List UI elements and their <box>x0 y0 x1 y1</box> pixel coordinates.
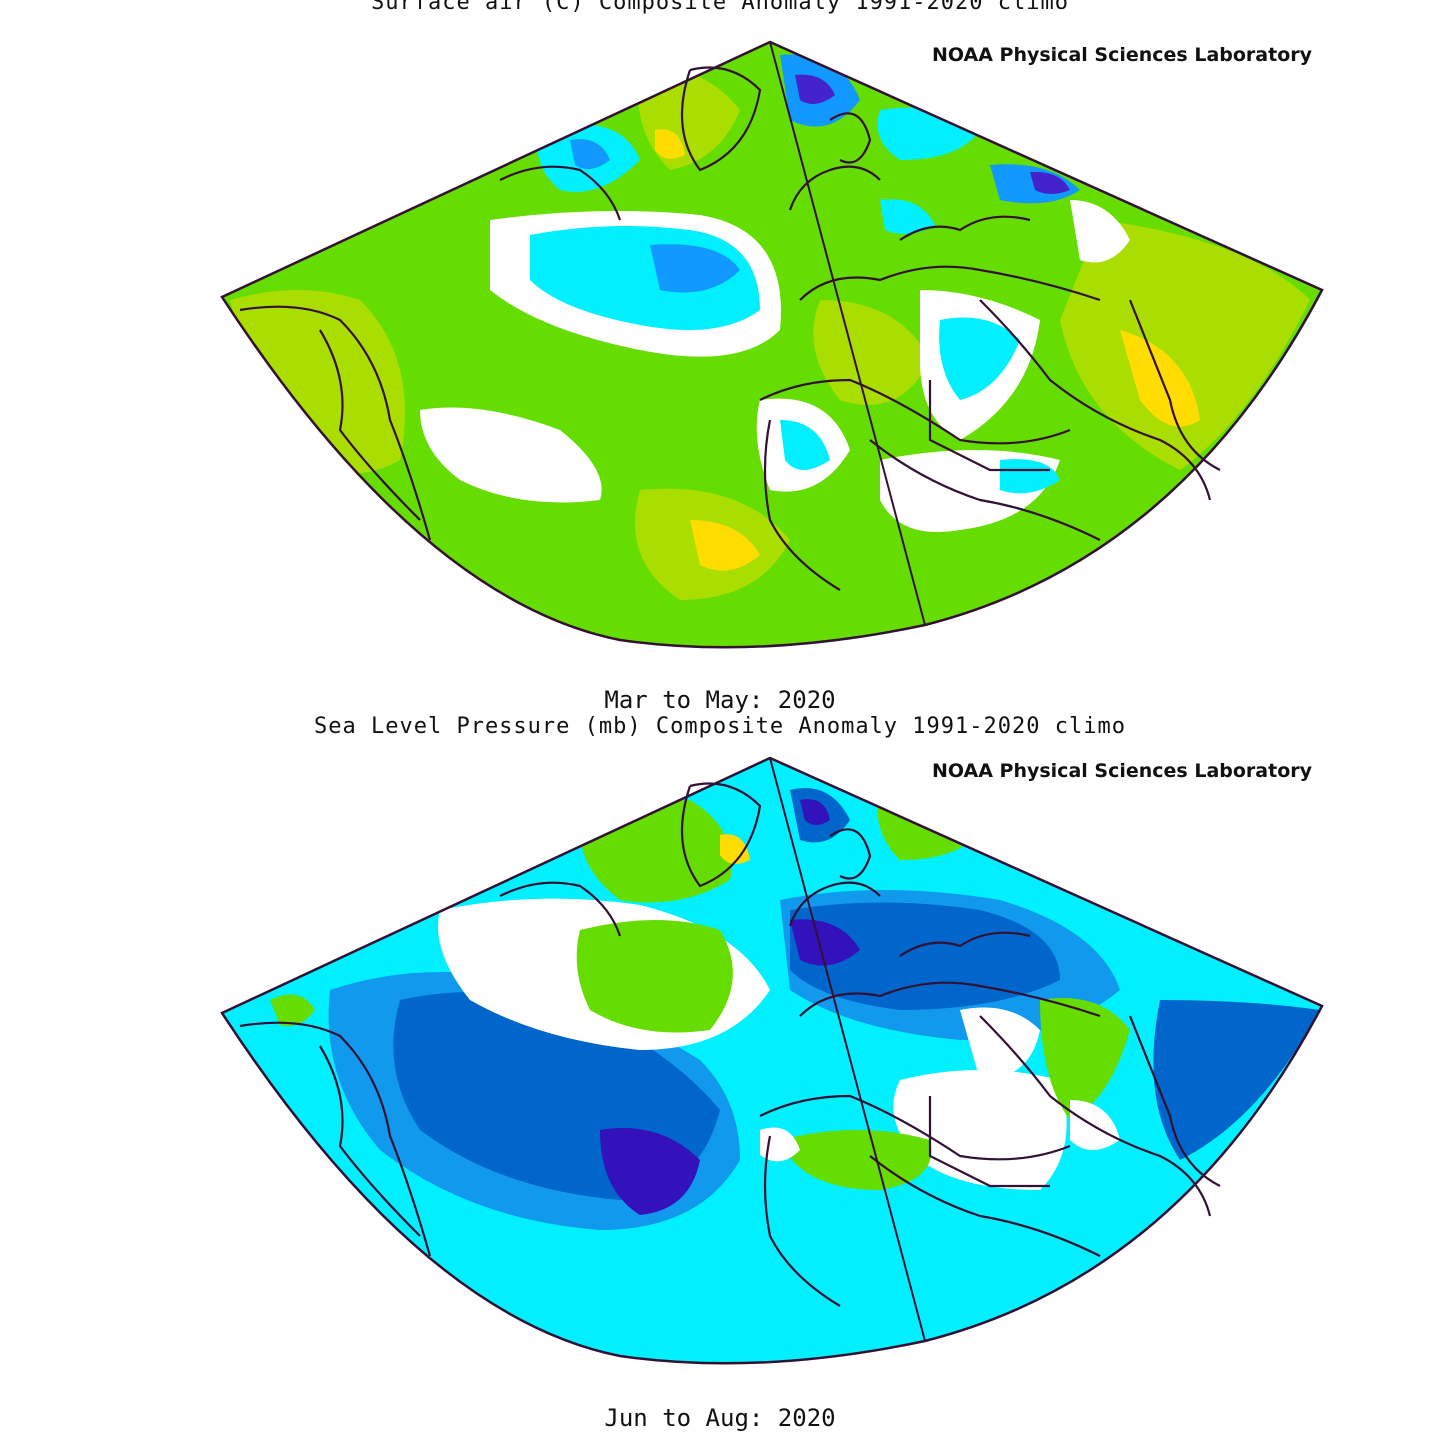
coastline <box>239 305 432 541</box>
period-caption: Jun to Aug: 2020 <box>604 1404 836 1432</box>
coastline <box>680 66 762 172</box>
anomaly-contour <box>780 1130 932 1190</box>
anomaly-contour <box>780 420 830 470</box>
anomaly-map <box>220 40 1324 649</box>
anomaly-contour <box>720 834 750 864</box>
coastline <box>869 1155 1101 1257</box>
map-frame <box>220 40 1324 649</box>
coastline <box>680 782 762 888</box>
anomaly-contour <box>1120 330 1200 427</box>
meridian-line <box>769 757 926 1342</box>
surface-air-panel: Surface air (C) Composite Anomaly 1991-2… <box>0 0 1440 716</box>
coastline <box>899 215 1031 241</box>
meridian-line <box>769 41 926 626</box>
anomaly-contour <box>790 919 860 966</box>
coastline <box>1128 1015 1221 1187</box>
map-frame <box>220 756 1324 1365</box>
coastline <box>829 828 872 880</box>
anomaly-contour <box>800 799 830 825</box>
coastline <box>979 1015 1212 1217</box>
coastline <box>788 881 881 927</box>
anomaly-contour <box>650 244 740 293</box>
anomaly-contour <box>880 199 935 234</box>
period-caption: Mar to May: 2020 <box>604 686 836 714</box>
anomaly-contour <box>813 300 930 405</box>
coastline <box>899 931 1031 957</box>
anomaly-contour <box>760 1127 800 1162</box>
anomaly-contour <box>1030 171 1070 194</box>
sea-level-pressure-panel: Sea Level Pressure (mb) Composite Anomal… <box>0 714 1440 1440</box>
coastline <box>759 1094 1071 1161</box>
coastline <box>239 1021 432 1257</box>
coastline <box>979 299 1212 501</box>
anomaly-contour <box>600 1128 700 1215</box>
coastline <box>928 380 1050 472</box>
coastline <box>763 419 841 591</box>
anomaly-contour <box>1070 200 1130 263</box>
coastline <box>499 165 622 221</box>
coastline <box>928 1096 1050 1188</box>
coastline <box>829 112 872 164</box>
coastline <box>788 165 881 211</box>
anomaly-contour <box>1060 220 1310 470</box>
credit-label: NOAA Physical Sciences Laboratory <box>931 44 1312 66</box>
anomaly-contour <box>420 407 602 503</box>
anomaly-contour <box>960 1007 1040 1080</box>
coastline <box>319 329 421 521</box>
coastline <box>763 1135 841 1307</box>
anomaly-contour <box>1153 1000 1320 1160</box>
panel-title: Surface air (C) Composite Anomaly 1991-2… <box>370 0 1069 15</box>
coastline <box>319 1045 421 1237</box>
panel-title: Sea Level Pressure (mb) Composite Anomal… <box>314 714 1126 739</box>
anomaly-contour <box>1000 459 1060 494</box>
anomaly-contour <box>1040 998 1130 1120</box>
contour-fields <box>222 758 1322 1364</box>
anomaly-contour <box>270 994 315 1026</box>
anomaly-contour <box>576 920 733 1033</box>
coastline <box>759 378 1071 445</box>
credit-label: NOAA Physical Sciences Laboratory <box>931 760 1312 782</box>
anomaly-contour <box>1070 1100 1120 1150</box>
anomaly-contour <box>790 902 1060 1010</box>
coastline <box>799 981 1101 1018</box>
anomaly-contour <box>939 317 1020 400</box>
coastline <box>1128 299 1221 471</box>
anomaly-contour <box>690 520 760 571</box>
anomaly-contour <box>570 139 610 169</box>
anomaly-contour <box>795 74 835 104</box>
coastline <box>499 881 622 937</box>
coastline <box>799 265 1101 302</box>
coastline <box>869 439 1101 541</box>
anomaly-contour <box>655 129 685 159</box>
anomaly-map <box>220 756 1324 1365</box>
contour-fields <box>222 42 1322 648</box>
